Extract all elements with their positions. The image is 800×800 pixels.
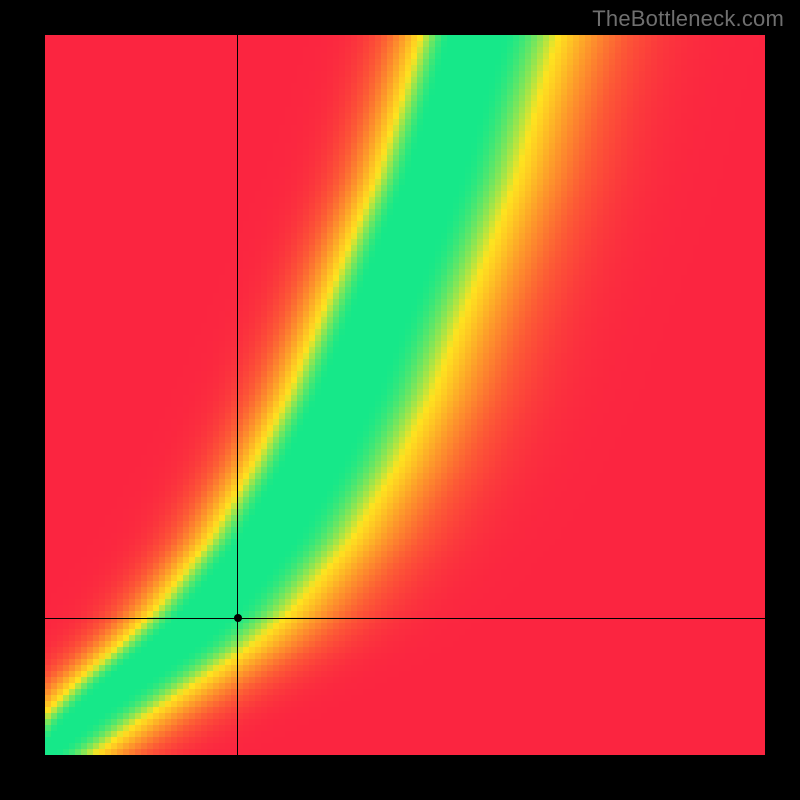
crosshair-horizontal <box>45 618 765 619</box>
bottleneck-heatmap <box>45 35 765 755</box>
chart-container: TheBottleneck.com <box>0 0 800 800</box>
crosshair-vertical <box>237 35 238 755</box>
watermark-text: TheBottleneck.com <box>592 6 784 32</box>
